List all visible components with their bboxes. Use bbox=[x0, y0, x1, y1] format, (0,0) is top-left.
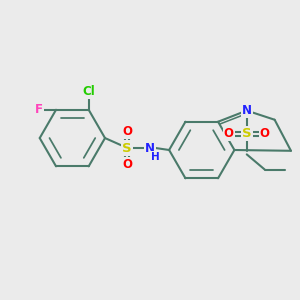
Text: N: N bbox=[145, 142, 155, 154]
Text: N: N bbox=[242, 104, 252, 117]
Text: O: O bbox=[224, 127, 234, 140]
Text: O: O bbox=[122, 125, 132, 138]
Text: O: O bbox=[260, 127, 270, 140]
Text: S: S bbox=[242, 127, 252, 140]
Text: S: S bbox=[122, 142, 132, 154]
Text: F: F bbox=[35, 103, 43, 116]
Text: Cl: Cl bbox=[82, 85, 95, 98]
Text: H: H bbox=[151, 152, 160, 162]
Text: O: O bbox=[122, 158, 132, 171]
